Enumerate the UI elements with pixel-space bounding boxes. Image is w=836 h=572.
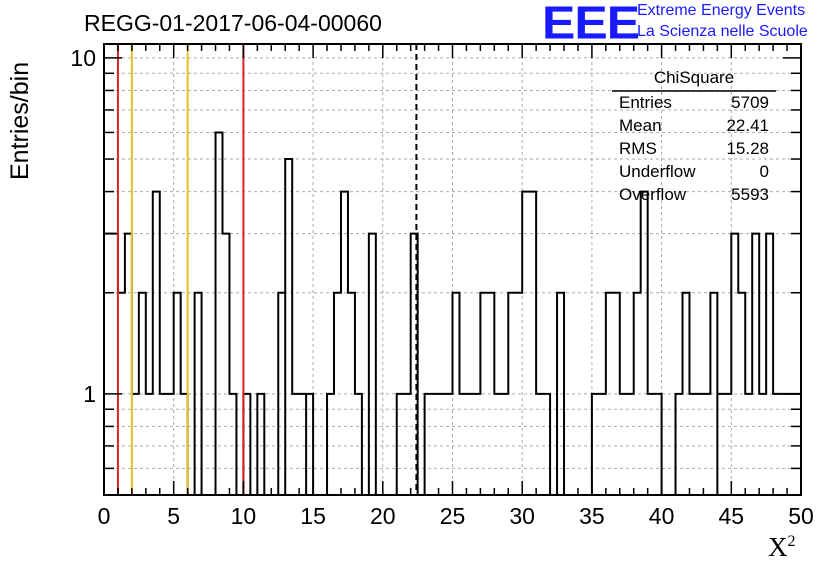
stats-key: Underflow [619, 162, 696, 181]
stats-key: RMS [619, 139, 657, 158]
stats-value: 5709 [731, 93, 769, 112]
stats-value: 5593 [731, 185, 769, 204]
x-tick-label: 25 [440, 503, 466, 529]
marker-lines [116, 44, 418, 495]
x-axis-label: X2 [768, 532, 796, 563]
x-axis-label-sup: 2 [787, 533, 796, 550]
plot-title: REGG-01-2017-06-04-00060 [84, 10, 382, 36]
y-tick-label: 10 [70, 45, 96, 71]
histogram-line [104, 131, 801, 495]
x-tick-label: 0 [98, 503, 111, 529]
x-tick-label: 35 [579, 503, 605, 529]
axis-ticks [103, 44, 802, 495]
y-tick-label: 1 [83, 381, 96, 407]
stats-key: Entries [619, 93, 672, 112]
histogram-series [104, 131, 801, 495]
x-tick-label: 30 [509, 503, 535, 529]
x-tick-label: 10 [231, 503, 257, 529]
grid-lines [104, 44, 801, 495]
y-axis-label: Entries/bin [6, 62, 35, 180]
plot-frame [103, 43, 802, 496]
stats-key: Overflow [619, 185, 687, 204]
logo-line1: Extreme Energy Events [637, 2, 806, 19]
stats-value: 0 [759, 162, 769, 181]
stats-key: Mean [619, 116, 662, 135]
logo-line2: La Scienza nelle Scuole [637, 23, 808, 40]
x-tick-label: 40 [649, 503, 675, 529]
y-axis-label-text: Entries/bin [6, 61, 34, 180]
x-tick-label: 50 [788, 503, 814, 529]
x-tick-label: 45 [719, 503, 745, 529]
x-axis-label-text: X [768, 532, 788, 562]
x-tick-label: 5 [167, 503, 180, 529]
x-tick-label: 20 [370, 503, 396, 529]
stats-title: ChiSquare [653, 68, 735, 87]
tick-labels: 0 5 10 15 20 25 30 35 40 45 50 1 10 [70, 45, 813, 529]
stats-value: 22.41 [726, 116, 769, 135]
stats-value: 15.28 [726, 139, 769, 158]
eee-logo: EEE [542, 0, 640, 49]
x-tick-label: 15 [300, 503, 326, 529]
